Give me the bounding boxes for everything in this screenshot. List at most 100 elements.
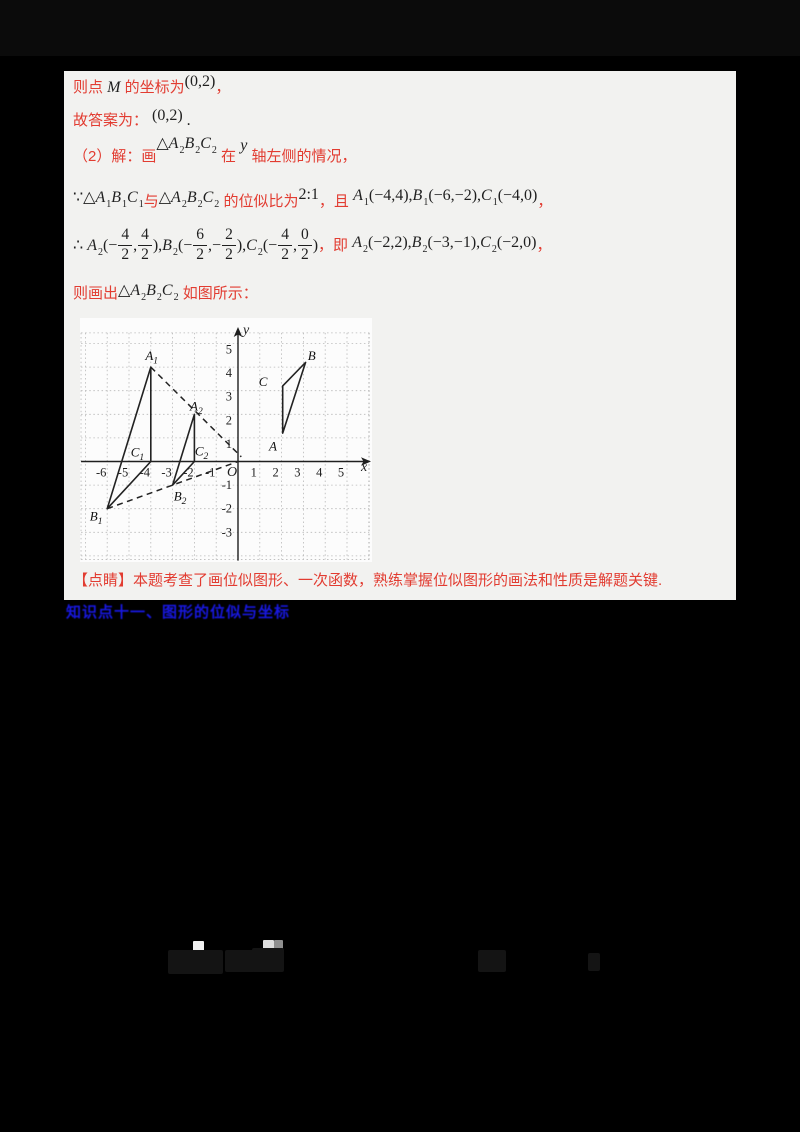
text-segment: C1 [481, 187, 498, 208]
text-segment: M [107, 79, 121, 97]
ghost-artifact [263, 940, 274, 951]
y-tick-label: 5 [226, 343, 232, 357]
text-segment: , [292, 237, 297, 255]
ghost-artifact [478, 950, 506, 972]
point-label: B2 [174, 488, 187, 507]
y-tick-label: 3 [226, 390, 232, 404]
x-tick-label: -5 [118, 466, 128, 480]
x-tick-label: 5 [338, 466, 344, 480]
text-segment: A2 [130, 282, 147, 303]
y-tick-label: 4 [226, 366, 233, 380]
x-tick-label: -2 [183, 466, 193, 480]
text-segment: (− [177, 237, 193, 255]
point-label: B [308, 348, 316, 363]
origin-label: O [227, 465, 237, 480]
text-segment: 2:1 [298, 186, 319, 204]
text-segment: B2 [184, 135, 201, 156]
text-segment: (−6,−2), [428, 187, 482, 205]
text-segment: ，即 [318, 237, 353, 254]
y-axis-label: y [241, 323, 250, 338]
text-segment: 与 [143, 193, 159, 210]
text-segment: B2 [186, 189, 203, 210]
ghost-artifact [274, 940, 283, 951]
text-segment: (−2,2), [367, 234, 412, 252]
coordinate-plane-svg: -6-5-4-3-2-11234554321-1-2-3A1B1C1A2B2C2… [80, 323, 371, 561]
text-segment: ， [536, 237, 552, 254]
text-segment: 如图所示： [178, 285, 258, 302]
y-tick-label: -3 [222, 525, 232, 539]
text-segment: (−3,−1), [427, 234, 481, 252]
text-segment: C2 [246, 237, 263, 258]
point-label: A1 [144, 348, 158, 367]
solution-line: （2）解：画 △ A2 B2 C2 在 y 轴左侧的情况， [73, 135, 357, 169]
ghost-artifact [193, 941, 204, 952]
triangle-A1B1C1 [106, 366, 152, 510]
x-tick-label: 2 [272, 466, 278, 480]
triangle-ABC [281, 361, 307, 434]
solution-line: 则点 M 的坐标为 (0,2)， [73, 73, 230, 100]
text-segment: ∴ [73, 237, 88, 255]
text-segment: ) [312, 237, 319, 255]
triangle-A2B2C2 [171, 413, 196, 486]
text-segment: (− [102, 237, 118, 255]
text-segment: (0,2) [148, 107, 183, 125]
text-segment: ,− [208, 237, 222, 255]
text-segment: C1 [127, 189, 144, 210]
ghost-artifact [588, 953, 600, 971]
dashed-rays [106, 366, 242, 510]
solution-line: ∵△ A1 B1 C1 与 △ A2 B2 C2 的位似比为 2:1 ，且 A1 (−4,4), B1(… [73, 186, 552, 214]
text-segment: ∵△ [73, 189, 96, 207]
y-tick-label: 2 [226, 413, 232, 427]
text-segment: 轴左侧的情况， [247, 148, 357, 165]
text-segment: 故答案为： [73, 112, 149, 129]
text-segment: △ [156, 135, 169, 153]
text-segment: 【点睛】本题考查了画位似图形、一次函数，熟练掌握位似图形的画法和性质是解题关键. [73, 572, 663, 589]
point-label: C [259, 374, 268, 389]
text-segment: ，且 [318, 193, 354, 210]
text-segment: △ [158, 189, 172, 207]
ghost-artifact [168, 950, 223, 974]
knowledge-point-heading: 知识点十一、图形的位似与坐标 [66, 604, 291, 621]
solution-line: 则画出 △ A2 B2 C2 如图所示： [73, 282, 258, 306]
text-segment: B2 [162, 237, 178, 258]
text-segment: C2 [161, 282, 179, 303]
text-segment: (−4,4), [368, 187, 413, 205]
solution-document-panel: 则点 M 的坐标为 (0,2)， 故答案为： (0,2) . （2）解：画 △ A2 B… [64, 71, 736, 600]
coordinate-plane-figure: -6-5-4-3-2-11234554321-1-2-3A1B1C1A2B2C2… [80, 318, 372, 562]
text-segment: (0,2) [184, 73, 216, 91]
point-label: B1 [90, 509, 103, 528]
text-segment: B1 [111, 189, 128, 210]
point-label: C1 [131, 444, 144, 463]
analysis-caption: 【点睛】本题考查了画位似图形、一次函数，熟练掌握位似图形的画法和性质是解题关键. [73, 569, 662, 593]
text-segment: （2）解：画 [73, 148, 157, 165]
y-tick-label: -2 [222, 502, 232, 516]
x-tick-label: -6 [96, 466, 106, 480]
text-segment: (− [262, 237, 278, 255]
x-tick-label: 3 [294, 466, 300, 480]
x-axis-label: x [360, 460, 368, 475]
text-segment: 的位似比为 [219, 193, 299, 210]
axes [81, 327, 371, 561]
y-axis-arrow [233, 327, 243, 337]
text-segment: (−4,0) [497, 187, 538, 205]
text-segment: (−2,0) [496, 234, 537, 252]
text-segment: ), [152, 237, 163, 255]
ghost-artifact [252, 948, 284, 972]
top-dark-band [0, 0, 800, 56]
text-segment: C2 [202, 189, 220, 210]
y-tick-label: -1 [222, 478, 232, 492]
text-segment: A2 [171, 189, 187, 210]
point-label: A [268, 438, 277, 453]
text-segment: C2 [200, 135, 217, 156]
text-segment: A1 [353, 187, 369, 208]
text-segment: . [182, 112, 191, 130]
tick-labels: -6-5-4-3-2-11234554321-1-2-3 [96, 343, 344, 540]
text-segment: △ [118, 282, 131, 300]
text-segment: A2 [168, 135, 185, 156]
